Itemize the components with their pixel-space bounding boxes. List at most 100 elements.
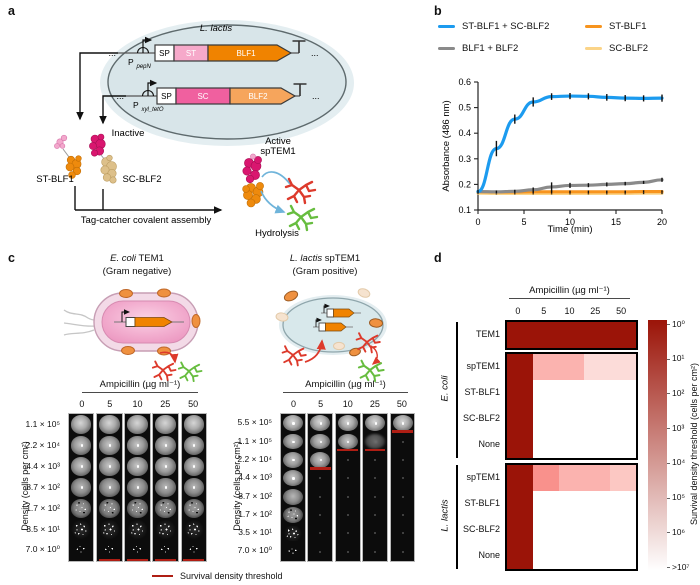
sp-box-label: SP	[161, 92, 172, 101]
ecoli-subtitle: (Gram negative)	[102, 265, 172, 277]
heatmap-cell	[532, 465, 559, 491]
assay-cell	[182, 435, 206, 456]
assay-cell	[153, 456, 177, 477]
colony-spot	[99, 415, 120, 434]
faint-dot	[346, 495, 349, 498]
assay-column-left-25	[152, 413, 179, 562]
assay-cell	[363, 432, 387, 450]
colorbar-tick-mark	[667, 462, 670, 464]
promoter-subscript: pepN	[136, 64, 152, 70]
terminator-icon	[292, 40, 306, 53]
faint-dot	[374, 495, 377, 498]
secreted-proteins-faint	[275, 288, 371, 351]
colony-spot	[70, 541, 92, 560]
assay-cell	[308, 524, 332, 542]
colorbar-tick-mark	[667, 393, 670, 395]
assay-column-right-10	[334, 413, 361, 562]
heatmap-cell	[558, 491, 585, 517]
faint-dot	[346, 514, 349, 517]
faint-dot	[401, 477, 404, 480]
density-label: 1.1 × 10⁵	[237, 435, 272, 446]
heatmap-cell	[558, 543, 585, 569]
heatmap-cell	[584, 543, 611, 569]
assay-cell	[336, 469, 360, 487]
assay-cell	[336, 432, 360, 450]
legend-item: ST-BLF1	[585, 21, 696, 32]
assay-cell	[97, 414, 121, 435]
faint-dot	[374, 477, 377, 480]
chart-legend: ST-BLF1 + SC-BLF2 ST-BLF1 BLF1 + BLF2 SC-BL…	[438, 21, 696, 54]
substrate-molecule-icon	[281, 345, 307, 367]
colony-spot	[127, 457, 148, 476]
reaction-arc-in	[261, 171, 291, 185]
heatmap-row	[507, 543, 636, 569]
density-label: 1.1 × 10⁵	[25, 418, 60, 429]
heatmap-cell	[610, 322, 636, 348]
heatmap-cell	[507, 543, 533, 569]
y-tick-label: 0.2	[458, 179, 471, 189]
lactis-cartoon	[275, 288, 387, 383]
ecoli-cartoon	[63, 288, 203, 382]
colony-spot	[155, 541, 176, 560]
colony-spot	[310, 452, 331, 468]
ecoli-title-italic: E. coli	[110, 253, 137, 264]
assay-cell	[281, 543, 305, 561]
colony-spot	[127, 436, 148, 455]
assay-cell	[391, 543, 415, 561]
heatmap-cell	[558, 465, 585, 491]
assay-cell	[363, 414, 387, 432]
colony-spot	[155, 457, 176, 476]
colorbar-tick-mark	[667, 567, 670, 568]
colony-spot	[70, 457, 92, 476]
assay-column-left-0	[68, 413, 95, 562]
survival-threshold-line	[183, 558, 205, 562]
density-label: 2.2 × 10⁴	[25, 439, 60, 450]
heatmap-cell	[584, 354, 611, 380]
assay-cell	[97, 519, 121, 540]
colony-spot	[70, 520, 92, 539]
density-label: 7.0 × 10⁰	[237, 545, 272, 556]
density-label: 8.7 × 10²	[238, 490, 272, 501]
heatmap-cell	[532, 354, 559, 380]
assay-cell	[308, 543, 332, 561]
colony-spot	[183, 436, 205, 455]
heatmap-row-label: TEM1	[475, 328, 500, 339]
colony-spot	[282, 452, 303, 468]
blf2-gene-label: BLF2	[248, 92, 268, 101]
blf1-gene-label: BLF1	[236, 49, 256, 58]
panel-label-d: d	[434, 251, 442, 265]
colony-spot	[99, 499, 120, 518]
y-tick-label: 0.5	[458, 103, 471, 113]
group-label: L. lactis	[439, 499, 451, 532]
colony-spot	[282, 415, 303, 432]
assay-cell	[281, 469, 305, 487]
assay-cell	[97, 498, 121, 519]
assay-cell	[69, 414, 93, 435]
colony-spot	[127, 415, 148, 434]
threshold-line-icon	[152, 574, 173, 578]
promoter-arrow-icon	[142, 36, 153, 53]
sc-blf2-protein	[89, 133, 117, 184]
heatmap-cell	[558, 354, 585, 380]
density-label: 4.4 × 10³	[26, 460, 60, 471]
legend-swatch	[585, 24, 602, 29]
y-tick-label: 0.6	[458, 77, 471, 87]
assay-column-right-0	[280, 413, 306, 562]
substrate-molecule-icon	[151, 360, 177, 382]
st-box-label: ST	[186, 49, 196, 58]
ecoli-assay-title: E. coli TEM1 (Gram negative)	[62, 253, 212, 278]
assay-cell	[125, 477, 149, 498]
legend-swatch	[438, 46, 455, 51]
density-label: 3.5 × 10¹	[26, 523, 60, 534]
ecoli-title-rest: TEM1	[136, 253, 164, 264]
assay-cell	[125, 540, 149, 561]
construct-sc-blf2: ... P xyl_tetO SP SC BLF2 ...	[116, 79, 320, 113]
x-tick-label: 20	[657, 217, 667, 227]
heatmap-cell	[532, 380, 559, 406]
assay-cell	[308, 432, 332, 450]
series-line-0	[476, 94, 664, 194]
colorbar	[648, 320, 667, 571]
x-axis-label: Time (min)	[547, 224, 592, 235]
assay-cell	[391, 451, 415, 469]
assay-cell	[69, 519, 93, 540]
